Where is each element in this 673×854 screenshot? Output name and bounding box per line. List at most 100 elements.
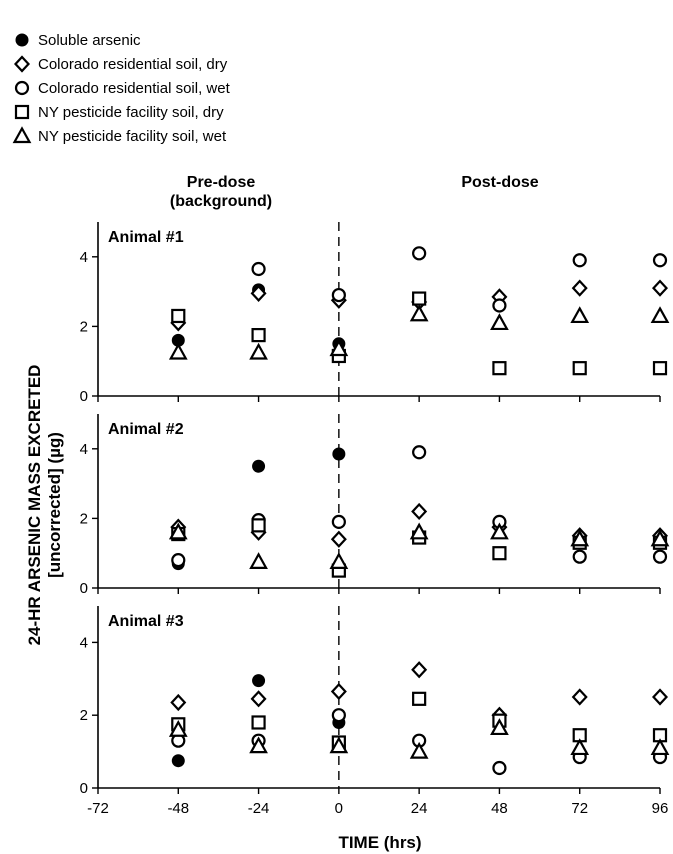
legend-marker-filled-circle	[15, 33, 29, 47]
legend-label: NY pesticide facility soil, wet	[38, 128, 227, 145]
panel-1: 0 2 4 Animal #1	[80, 222, 670, 405]
data-point-circle	[572, 253, 587, 268]
legend-marker-diamond	[13, 55, 31, 73]
x-tick-label: 96	[652, 800, 669, 817]
x-tick-label: 24	[411, 800, 428, 817]
legend-marker-triangle	[12, 126, 32, 144]
data-point-diamond	[651, 688, 669, 706]
y-axis-title-line2: [uncorrected] (µg)	[45, 432, 64, 578]
data-point-triangle	[650, 738, 670, 756]
legend: Soluble arsenic Colorado residential soil…	[12, 32, 231, 145]
data-point-triangle	[168, 342, 188, 360]
data-point-circle	[652, 549, 668, 564]
legend-marker-square	[14, 104, 30, 120]
y-tick-label: 2	[80, 707, 88, 724]
data-point-diamond	[411, 502, 428, 521]
data-point-filled-circle	[252, 459, 266, 473]
y-tick-label: 2	[80, 510, 88, 527]
x-tick-label: -72	[87, 800, 109, 817]
data-point-filled-circle	[332, 447, 346, 461]
data-point-triangle	[650, 306, 670, 324]
data-point-diamond	[330, 530, 347, 548]
data-point-square	[412, 691, 427, 706]
pre-dose-label: Pre-dose	[187, 174, 256, 191]
data-point-triangle	[570, 306, 590, 324]
data-point-diamond	[411, 661, 428, 679]
data-point-square	[251, 518, 266, 533]
data-point-triangle	[490, 718, 509, 736]
data-point-circle	[572, 549, 587, 564]
data-point-diamond	[571, 279, 588, 297]
data-point-triangle	[329, 339, 349, 357]
data-point-circle	[652, 253, 668, 268]
data-point-triangle	[490, 313, 509, 331]
y-tick-label: 4	[80, 441, 88, 458]
data-point-circle	[331, 514, 346, 529]
data-point-circle	[412, 445, 427, 460]
data-point-square	[251, 715, 266, 730]
panel-title: Animal #1	[108, 229, 184, 246]
data-point-diamond	[651, 279, 669, 297]
data-point-diamond	[170, 693, 187, 712]
pre-dose-background-label: (background)	[170, 193, 272, 210]
data-point-triangle	[409, 522, 429, 540]
data-point-triangle	[570, 529, 590, 547]
y-tick-label: 4	[80, 249, 88, 266]
legend-label: Soluble arsenic	[38, 32, 141, 49]
data-point-square	[492, 546, 507, 561]
data-point-square	[652, 361, 668, 376]
panel-title: Animal #2	[108, 421, 184, 438]
data-point-diamond	[571, 688, 588, 706]
y-tick-label: 4	[80, 634, 88, 651]
data-point-circle	[412, 246, 427, 261]
panel-2: 0 2 4 Animal #2	[80, 414, 670, 597]
x-tick-label: -24	[248, 800, 270, 817]
data-point-triangle	[409, 741, 429, 759]
x-axis-title: TIME (hrs)	[338, 833, 421, 852]
y-tick-label: 0	[80, 780, 88, 797]
data-point-diamond	[250, 690, 267, 708]
y-tick-label: 2	[80, 318, 88, 335]
y-axis-title-line1: 24-HR ARSENIC MASS EXCRETED	[25, 365, 44, 646]
data-point-square	[492, 361, 507, 376]
data-point-circle	[251, 261, 266, 277]
x-tick-label: 48	[491, 800, 508, 817]
data-point-triangle	[249, 342, 268, 360]
data-point-diamond	[330, 682, 347, 701]
data-point-square	[251, 328, 266, 343]
data-point-square	[572, 361, 587, 376]
y-tick-label: 0	[80, 388, 88, 405]
x-tick-label: 72	[571, 800, 588, 817]
data-point-triangle	[570, 738, 590, 756]
data-point-triangle	[249, 736, 268, 754]
legend-label: Colorado residential soil, wet	[38, 80, 231, 97]
x-tick-label: -48	[167, 800, 189, 817]
data-point-filled-circle	[252, 674, 266, 688]
data-point-square	[171, 308, 186, 324]
x-tick-label: 0	[335, 800, 343, 817]
data-point-circle	[492, 298, 507, 313]
post-dose-label: Post-dose	[461, 174, 538, 191]
legend-marker-circle	[14, 80, 30, 96]
data-point-circle	[331, 287, 346, 303]
data-point-triangle	[168, 719, 188, 737]
data-point-diamond	[250, 284, 267, 302]
legend-label: Colorado residential soil, dry	[38, 56, 228, 73]
data-point-triangle	[249, 552, 268, 570]
panel-3: 0 2 4 Animal #3	[80, 606, 670, 797]
legend-label: NY pesticide facility soil, dry	[38, 104, 224, 121]
data-point-triangle	[168, 522, 188, 540]
data-point-filled-circle	[171, 754, 185, 768]
data-point-triangle	[650, 529, 670, 547]
y-tick-label: 0	[80, 580, 88, 597]
data-point-triangle	[409, 304, 429, 322]
data-point-square	[412, 291, 427, 306]
data-point-triangle	[490, 522, 509, 540]
data-point-circle	[331, 708, 346, 723]
data-point-triangle	[329, 736, 349, 754]
data-point-circle	[492, 760, 507, 776]
data-point-circle	[171, 553, 186, 568]
data-point-triangle	[329, 552, 349, 570]
